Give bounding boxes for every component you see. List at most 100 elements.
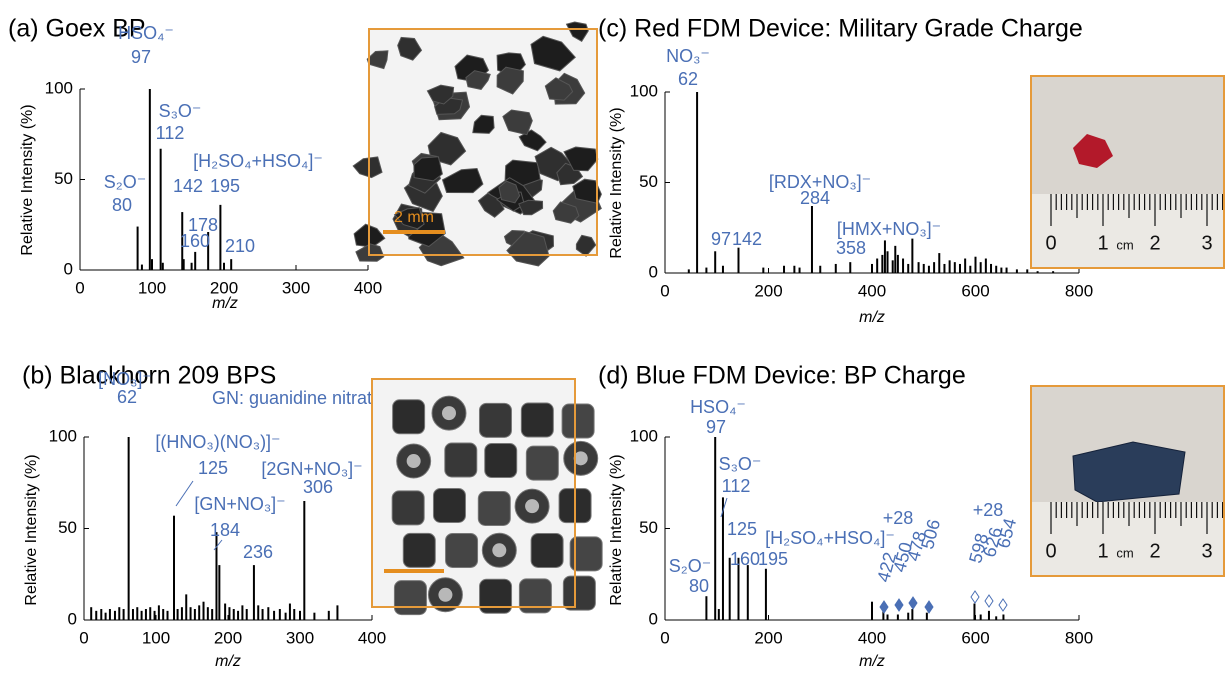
pellet [433, 488, 465, 522]
note: GN: guanidine nitrate [212, 388, 382, 408]
pellet [446, 533, 478, 567]
y-axis-label: Relative Intensity (%) [23, 454, 40, 605]
ruler-label: 3 [1201, 540, 1212, 562]
pellet [563, 576, 595, 610]
ion-label: [HMX+NO₃]⁻ [837, 219, 941, 239]
mz-label: 97 [131, 47, 151, 67]
mz-label: 97 [706, 417, 726, 437]
pellet [445, 443, 477, 477]
pellet [394, 581, 426, 615]
y-tick-label: 100 [49, 426, 77, 445]
marker [925, 601, 933, 613]
x-tick-label: 0 [79, 628, 88, 647]
x-axis-label: m/z [215, 653, 241, 670]
ion-label: [H₂SO₄+HSO₄]⁻ [765, 528, 895, 548]
leader-line [721, 498, 727, 517]
y-tick-label: 50 [58, 518, 77, 537]
pellet-hole [492, 543, 506, 557]
y-tick-label: 50 [639, 172, 658, 191]
pellet-hole [438, 588, 452, 602]
x-tick-label: 600 [961, 628, 989, 647]
pellet [480, 579, 512, 613]
x-tick-label: 800 [1065, 281, 1093, 300]
y-axis-label: Relative Intensity (%) [608, 454, 625, 605]
x-tick-label: 0 [660, 628, 669, 647]
mz-label: 97 [711, 229, 731, 249]
x-tick-label: 600 [961, 281, 989, 300]
ion-label: NO₃⁻ [666, 46, 710, 66]
mz-label: 125 [198, 458, 228, 478]
x-tick-label: 400 [858, 628, 886, 647]
mz-label: 654 [993, 516, 1020, 550]
panel-title: (d) Blue FDM Device: BP Charge [598, 362, 966, 390]
mz-label: 306 [303, 477, 333, 497]
mz-label: 112 [722, 476, 751, 496]
marker [909, 597, 917, 609]
ruler-unit: cm [1116, 237, 1133, 252]
leader-line [176, 481, 193, 506]
ion-label: S₂O⁻ [669, 556, 712, 576]
pebble [414, 157, 443, 181]
ion-label: [GN+NO₃]⁻ [194, 494, 285, 514]
mz-label: 284 [800, 188, 830, 208]
ion-label: [H₂SO₄+HSO₄]⁻ [193, 151, 323, 171]
x-tick-label: 0 [660, 281, 669, 300]
mz-label: 80 [689, 576, 709, 596]
y-tick-label: 100 [630, 426, 658, 445]
mz-label: 80 [112, 195, 132, 215]
x-tick-label: 100 [142, 628, 170, 647]
pellet [403, 533, 435, 567]
pellet-hole [407, 454, 421, 468]
x-tick-label: 200 [210, 278, 238, 297]
pellet [393, 400, 425, 434]
x-tick-label: 0 [75, 278, 84, 297]
x-tick-label: 400 [858, 281, 886, 300]
mz-label: 142 [173, 176, 203, 196]
ion-label: HSO₄⁻ [690, 397, 746, 417]
ruler-label: 1 [1097, 232, 1108, 254]
y-tick-label: 0 [649, 262, 658, 281]
pellet [521, 403, 553, 437]
pellet-hole [442, 406, 456, 420]
mz-label: 506 [917, 517, 944, 551]
x-tick-label: 400 [354, 278, 382, 297]
ruler-label: 2 [1149, 540, 1160, 562]
x-tick-label: 300 [286, 628, 314, 647]
ruler-label: 0 [1045, 232, 1056, 254]
panel-title: (c) Red FDM Device: Military Grade Charg… [598, 15, 1083, 43]
photo [372, 379, 602, 615]
annotation: +28 [883, 508, 914, 528]
x-tick-label: 800 [1065, 628, 1093, 647]
mz-label: 112 [156, 123, 185, 143]
mz-label: 142 [732, 229, 762, 249]
x-tick-label: 200 [754, 281, 782, 300]
annotation: +28 [973, 500, 1004, 520]
y-tick-label: 100 [630, 81, 658, 100]
mz-label: 125 [727, 519, 757, 539]
marker [971, 591, 979, 603]
ion-label: [(HNO₃)(NO₃)]⁻ [155, 432, 280, 452]
mz-label: 358 [836, 238, 866, 258]
x-axis-label: m/z [859, 653, 885, 670]
y-axis-label: Relative Intensity (%) [608, 107, 625, 258]
scale-bar-label: 2 mm [394, 209, 434, 226]
pellet [562, 404, 594, 438]
ion-label: S₃O⁻ [159, 101, 202, 121]
photo: 2 mm [353, 22, 601, 266]
pellet [526, 446, 558, 480]
y-tick-label: 50 [54, 169, 73, 188]
ion-label: HSO₄⁻ [118, 23, 174, 43]
ion-label: [NO₃]⁻ [98, 369, 152, 389]
ruler-unit: cm [1116, 545, 1133, 560]
mz-label: 184 [210, 520, 240, 540]
mz-label: 62 [678, 69, 698, 89]
photo: 0123cm [1031, 76, 1225, 268]
ruler [1031, 194, 1224, 268]
pellet-hole [525, 499, 539, 513]
x-axis-label: m/z [859, 309, 885, 326]
pellet [485, 444, 517, 478]
y-tick-label: 50 [639, 518, 658, 537]
x-tick-label: 300 [282, 278, 310, 297]
ruler-label: 2 [1149, 232, 1160, 254]
mz-label: 195 [210, 176, 240, 196]
